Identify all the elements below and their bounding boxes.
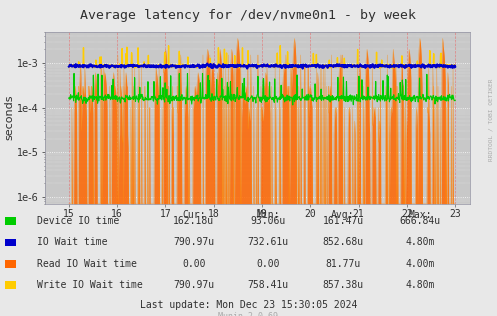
Text: 162.18u: 162.18u [173,216,214,226]
Text: 4.80m: 4.80m [405,237,435,247]
Text: Max:: Max: [408,210,432,220]
Text: Write IO Wait time: Write IO Wait time [37,280,143,290]
Text: Cur:: Cur: [182,210,206,220]
Text: Munin 2.0.69: Munin 2.0.69 [219,312,278,316]
Text: Last update: Mon Dec 23 15:30:05 2024: Last update: Mon Dec 23 15:30:05 2024 [140,300,357,310]
Text: Average latency for /dev/nvme0n1 - by week: Average latency for /dev/nvme0n1 - by we… [81,9,416,22]
Text: 857.38u: 857.38u [323,280,363,290]
Text: 0.00: 0.00 [182,258,206,269]
Text: Avg:: Avg: [331,210,355,220]
Text: 790.97u: 790.97u [173,280,214,290]
Text: 790.97u: 790.97u [173,237,214,247]
Text: IO Wait time: IO Wait time [37,237,108,247]
Text: 4.80m: 4.80m [405,280,435,290]
Text: 732.61u: 732.61u [248,237,289,247]
Text: 666.84u: 666.84u [400,216,440,226]
Text: RRDTOOL / TOBI OETIKER: RRDTOOL / TOBI OETIKER [488,79,493,161]
Text: 81.77u: 81.77u [326,258,360,269]
Y-axis label: seconds: seconds [4,95,14,140]
Text: 161.47u: 161.47u [323,216,363,226]
Text: Min:: Min: [256,210,280,220]
Text: Read IO Wait time: Read IO Wait time [37,258,137,269]
Text: 758.41u: 758.41u [248,280,289,290]
Text: 852.68u: 852.68u [323,237,363,247]
Text: 93.06u: 93.06u [251,216,286,226]
Text: 4.00m: 4.00m [405,258,435,269]
Text: 0.00: 0.00 [256,258,280,269]
Text: Device IO time: Device IO time [37,216,119,226]
